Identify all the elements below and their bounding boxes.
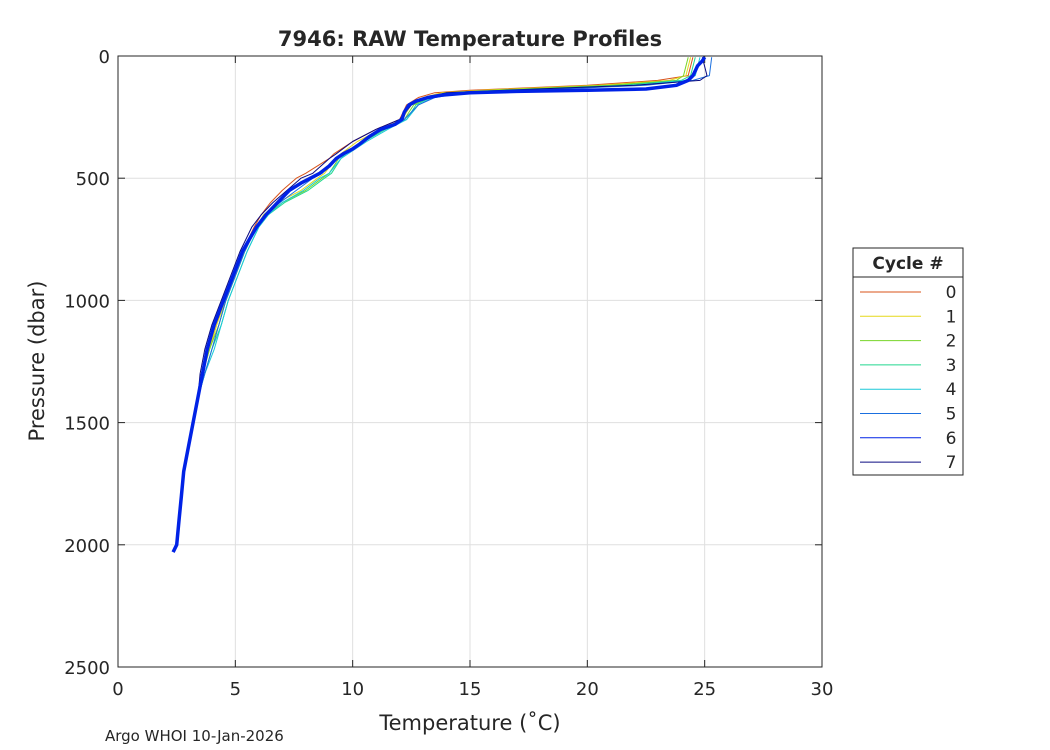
x-tick-label: 25 xyxy=(693,679,716,700)
x-tick-label: 5 xyxy=(230,679,241,700)
series-lines xyxy=(171,56,713,553)
grid-lines xyxy=(118,56,822,667)
footer-credit: Argo WHOI 10-Jan-2026 xyxy=(105,727,284,745)
y-tick-label: 1000 xyxy=(64,291,110,312)
legend-label-cycle-3: 3 xyxy=(946,356,957,376)
series-line-cycle-6 xyxy=(171,56,707,553)
legend-title: Cycle # xyxy=(872,254,943,274)
x-tick-label: 30 xyxy=(811,679,834,700)
y-tick-label: 0 xyxy=(99,47,110,68)
legend-label-cycle-4: 4 xyxy=(946,380,957,400)
x-tick-label: 20 xyxy=(576,679,599,700)
legend-label-cycle-5: 5 xyxy=(946,405,957,425)
legend-box xyxy=(852,247,964,476)
y-tick-label: 2500 xyxy=(64,658,110,679)
legend: Cycle # 0 1 2 3 4 5 6 7 xyxy=(852,247,964,476)
chart-title: 7946: RAW Temperature Profiles xyxy=(278,27,662,51)
legend-label-cycle-6: 6 xyxy=(946,429,957,449)
y-tick-label: 500 xyxy=(76,169,110,190)
legend-label-cycle-1: 1 xyxy=(946,307,957,327)
legend-label-cycle-2: 2 xyxy=(946,332,957,352)
legend-label-cycle-7: 7 xyxy=(946,453,957,473)
x-tick-label: 15 xyxy=(459,679,482,700)
legend-items: 0 1 2 3 4 5 6 7 xyxy=(860,283,956,473)
x-tick-label: 0 xyxy=(112,679,123,700)
x-tick-label: 10 xyxy=(341,679,364,700)
y-tick-label: 1500 xyxy=(64,414,110,435)
y-tick-label: 2000 xyxy=(64,536,110,557)
axis-ticks: 0 5 10 15 20 25 30 0 500 1000 1500 2000 2500 xyxy=(64,47,833,700)
x-axis-label: Temperature (˚C) xyxy=(378,711,560,735)
y-axis-label: Pressure (dbar) xyxy=(25,281,49,442)
legend-label-cycle-0: 0 xyxy=(946,283,957,303)
